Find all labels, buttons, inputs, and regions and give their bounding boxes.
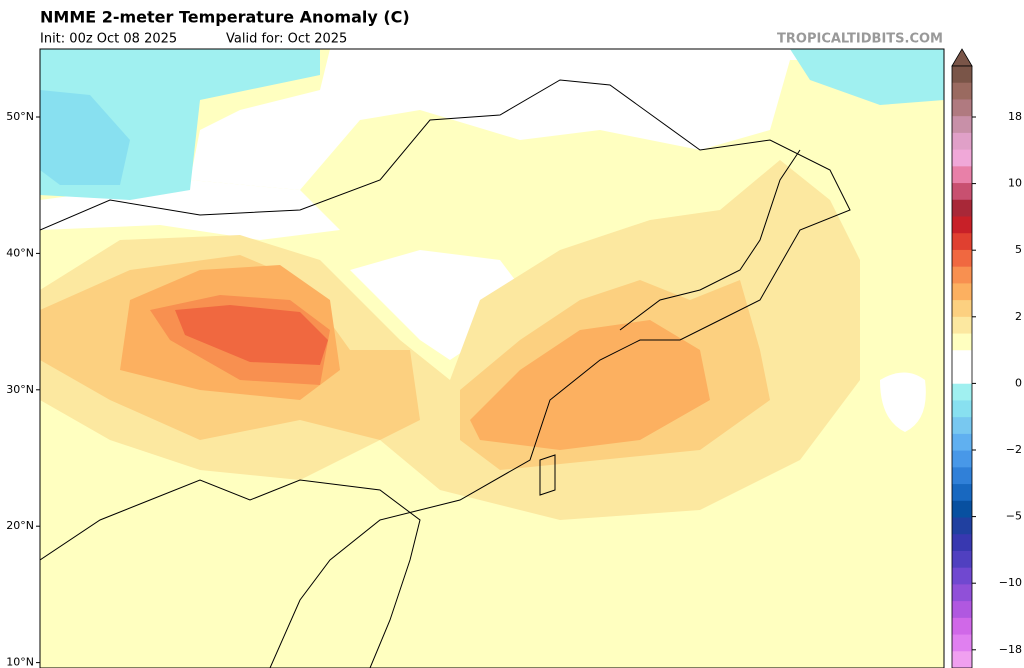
colorbar-segment: [952, 634, 972, 652]
lat-label: 40°N: [6, 246, 34, 259]
map: [40, 49, 944, 668]
title: NMME 2-meter Temperature Anomaly (C): [40, 8, 410, 27]
cold-area: [790, 49, 944, 105]
colorbar-label: 10: [1008, 177, 1022, 190]
colorbar-segment: [952, 333, 972, 351]
colorbar-label: −18: [999, 643, 1022, 656]
colorbar-segment: [952, 149, 972, 167]
colorbar-segment: [952, 283, 972, 301]
colorbar-segment: [952, 433, 972, 452]
colorbar-segment: [952, 233, 972, 251]
colorbar-segment: [952, 350, 972, 368]
colorbar-segment: [952, 550, 972, 569]
colorbar-segment: [952, 367, 972, 385]
colorbar-label: −2: [1006, 443, 1022, 456]
colorbar-segment: [952, 651, 972, 668]
colorbar-segment: [952, 300, 972, 318]
colorbar-segment: [952, 132, 972, 151]
colorbar-segment: [952, 216, 972, 234]
coastline: [40, 79, 851, 668]
colorbar-segment: [952, 82, 972, 100]
colorbar-segment: [952, 500, 972, 518]
lat-label: 50°N: [6, 110, 34, 123]
lat-label: 30°N: [6, 383, 34, 396]
colorbar-segment: [952, 617, 972, 636]
colorbar-segment: [952, 249, 972, 268]
colorbar-segment: [952, 199, 972, 217]
colorbar-label: 18: [1008, 110, 1022, 123]
neutral-area: [40, 49, 944, 200]
colorbar-segment: [952, 66, 972, 84]
map-frame: [39, 48, 945, 668]
colorbar-label: −10: [999, 576, 1022, 589]
colorbar-segment: [952, 166, 972, 184]
valid-time: Valid for: Oct 2025: [226, 32, 347, 47]
colorbar-label: −5: [1006, 510, 1022, 523]
colorbar-label: 0: [1015, 376, 1022, 389]
lat-label: 10°N: [6, 656, 34, 668]
colorbar-extend: [951, 48, 973, 67]
neutral-area: [880, 372, 926, 432]
colorbar-segment: [952, 584, 972, 602]
colorbar-segment: [952, 467, 972, 485]
colorbar-segment: [952, 484, 972, 502]
colorbar-segment: [952, 450, 972, 468]
colorbar-label: 5: [1015, 243, 1022, 256]
colorbar-segment: [952, 567, 972, 585]
warm-area: [470, 320, 710, 450]
latitude-axis: 50°N 40°N 30°N 20°N 10°N: [6, 110, 40, 668]
cold-area: [40, 90, 130, 185]
colorbar-segment: [952, 383, 972, 401]
lat-label: 20°N: [6, 519, 34, 532]
colorbar-segment: [952, 400, 972, 418]
watermark: TROPICALTIDBITS.COM: [777, 32, 943, 47]
colorbar-segment: [952, 417, 972, 435]
colorbar-segment: [952, 316, 972, 335]
colorbar-segment: [952, 517, 972, 535]
colorbar-segment: [952, 601, 972, 619]
init-time: Init: 00z Oct 08 2025: [40, 32, 177, 47]
colorbar-segment: [952, 266, 972, 284]
colorbar-segment: [952, 183, 972, 201]
colorbar-segment: [952, 534, 972, 552]
warm-area: [175, 305, 328, 365]
colorbar-frame: [951, 65, 973, 668]
colorbar-segment: [952, 116, 972, 134]
colorbar: 18 10 5 2 0 −2 −5 −10 −18: [951, 48, 1022, 668]
colorbar-segment: [952, 99, 972, 117]
colorbar-label: 2: [1015, 310, 1022, 323]
